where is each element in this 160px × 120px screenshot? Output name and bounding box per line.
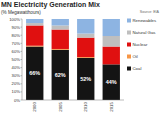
y-tick-label: 60% xyxy=(12,49,21,54)
bar-segment xyxy=(52,25,69,29)
y-tick-label: 30% xyxy=(12,73,21,78)
legend-swatch xyxy=(127,19,131,23)
x-tick-label: 2015 xyxy=(109,101,114,111)
y-axis xyxy=(22,19,23,100)
y-tick-label: 40% xyxy=(12,65,21,70)
legend-swatch xyxy=(127,55,131,59)
legend-label: Oil xyxy=(133,54,138,59)
y-tick-label: 20% xyxy=(12,81,21,86)
legend-label: Coal xyxy=(133,66,142,71)
chart: MN Electricity Generation Mix(% Megawatt… xyxy=(0,0,160,120)
y-tick-label: 80% xyxy=(12,33,21,38)
bar-segment xyxy=(52,30,69,49)
bar-segment xyxy=(26,19,43,23)
x-tick-label: 2005 xyxy=(58,101,63,111)
annotation: Source: EIA xyxy=(140,10,160,14)
bar-segment xyxy=(26,25,43,45)
bar-segment xyxy=(103,36,120,47)
title: MN Electricity Generation Mix xyxy=(1,1,100,9)
y-tick-label: 70% xyxy=(12,41,21,46)
y-tick-label: 50% xyxy=(12,57,21,62)
bar-segment xyxy=(26,23,43,25)
y-tick-label: 10% xyxy=(12,89,21,94)
bar-segment xyxy=(26,47,43,100)
data-label: 52% xyxy=(80,76,91,82)
subtitle: (% Megawatthours) xyxy=(1,10,41,15)
bar-segment xyxy=(77,58,94,100)
bar-segment xyxy=(103,47,120,65)
legend-swatch xyxy=(127,43,131,47)
legend-swatch xyxy=(127,31,131,35)
x-tick-label: 2000 xyxy=(32,101,37,111)
y-tick-label: 0% xyxy=(14,98,20,103)
x-tick-label: 2010 xyxy=(83,101,88,111)
legend-label: Natural Gas xyxy=(133,30,156,35)
bar-segment xyxy=(52,50,69,100)
bar-segment xyxy=(103,64,120,100)
data-label: 62% xyxy=(55,72,66,78)
bars xyxy=(26,19,120,100)
bar-segment xyxy=(77,19,94,34)
x-axis xyxy=(22,100,124,101)
bar-segment xyxy=(103,19,120,36)
legend-label: Nuclear xyxy=(133,42,148,47)
legend-label: Renewables xyxy=(133,18,157,23)
legend-swatch xyxy=(127,67,131,71)
y-tick-label: 90% xyxy=(12,25,21,30)
bar-segment xyxy=(52,19,69,25)
bar-segment xyxy=(77,34,94,38)
data-label: 66% xyxy=(29,70,40,76)
data-label: 44% xyxy=(106,79,117,85)
bar-segment xyxy=(77,38,94,57)
y-tick-label: 100% xyxy=(9,17,20,22)
